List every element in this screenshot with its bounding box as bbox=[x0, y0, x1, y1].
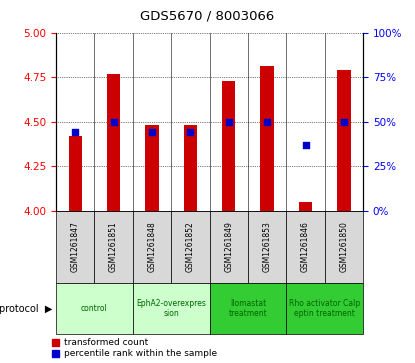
Legend: transformed count, percentile rank within the sample: transformed count, percentile rank withi… bbox=[52, 338, 217, 358]
Text: GSM1261846: GSM1261846 bbox=[301, 221, 310, 272]
Text: GSM1261848: GSM1261848 bbox=[147, 221, 156, 272]
Text: Ilomastat
treatment: Ilomastat treatment bbox=[229, 299, 267, 318]
Bar bbox=[56, 283, 133, 334]
Bar bbox=[299, 202, 312, 211]
Text: GSM1261849: GSM1261849 bbox=[224, 221, 233, 272]
Text: control: control bbox=[81, 304, 108, 313]
Bar bbox=[95, 211, 133, 283]
Bar bbox=[133, 283, 210, 334]
Text: GSM1261852: GSM1261852 bbox=[186, 221, 195, 272]
Point bbox=[341, 119, 347, 125]
Bar bbox=[210, 283, 286, 334]
Bar bbox=[222, 81, 235, 211]
Text: Rho activator Calp
eptin treatment: Rho activator Calp eptin treatment bbox=[289, 299, 360, 318]
Bar bbox=[68, 136, 82, 211]
Bar bbox=[337, 70, 351, 211]
Text: GSM1261847: GSM1261847 bbox=[71, 221, 80, 272]
Text: GSM1261853: GSM1261853 bbox=[263, 221, 272, 272]
Point bbox=[264, 119, 271, 125]
Bar bbox=[107, 74, 120, 211]
Bar bbox=[325, 211, 363, 283]
Text: GDS5670 / 8003066: GDS5670 / 8003066 bbox=[140, 9, 275, 22]
Bar bbox=[248, 211, 286, 283]
Bar bbox=[261, 66, 274, 211]
Bar bbox=[171, 211, 210, 283]
Bar bbox=[145, 125, 159, 211]
Bar bbox=[286, 211, 325, 283]
Text: EphA2-overexpres
sion: EphA2-overexpres sion bbox=[136, 299, 206, 318]
Bar bbox=[286, 283, 363, 334]
Point bbox=[302, 142, 309, 148]
Bar bbox=[56, 211, 95, 283]
Point bbox=[72, 129, 78, 135]
Bar bbox=[133, 211, 171, 283]
Text: protocol  ▶: protocol ▶ bbox=[0, 303, 52, 314]
Point bbox=[225, 119, 232, 125]
Bar bbox=[184, 125, 197, 211]
Point bbox=[149, 129, 155, 135]
Bar bbox=[210, 211, 248, 283]
Text: GSM1261851: GSM1261851 bbox=[109, 221, 118, 272]
Text: GSM1261850: GSM1261850 bbox=[339, 221, 349, 272]
Point bbox=[187, 129, 194, 135]
Point bbox=[110, 119, 117, 125]
